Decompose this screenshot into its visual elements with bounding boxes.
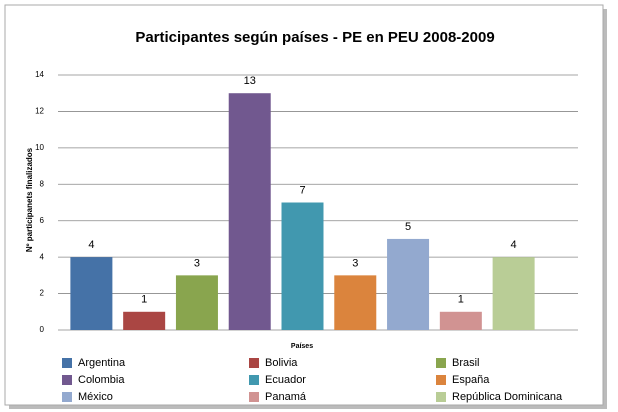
legend-label: Brasil [452, 357, 480, 369]
legend-swatch [436, 358, 446, 368]
legend-swatch [62, 358, 72, 368]
bar [175, 275, 218, 330]
bar [281, 202, 324, 330]
legend-swatch [436, 392, 446, 402]
legend-label: México [78, 391, 113, 403]
data-label: 7 [299, 184, 305, 196]
legend-label: Colombia [78, 374, 125, 386]
y-tick-label: 4 [40, 252, 45, 261]
legend-label: Argentina [78, 357, 126, 369]
legend-swatch [62, 375, 72, 385]
data-label: 3 [194, 257, 200, 269]
legend-swatch [436, 375, 446, 385]
data-label: 4 [88, 239, 94, 251]
legend-label: Ecuador [265, 374, 306, 386]
legend-label: República Dominicana [452, 391, 563, 403]
legend-swatch [249, 375, 259, 385]
bar [387, 238, 430, 330]
legend-swatch [249, 392, 259, 402]
y-tick-label: 0 [40, 325, 45, 334]
y-tick-label: 10 [35, 143, 44, 152]
bar [70, 257, 113, 330]
bar [228, 93, 271, 330]
data-label: 1 [141, 294, 147, 306]
data-label: 13 [244, 75, 256, 87]
bar [123, 311, 166, 330]
data-label: 3 [352, 257, 358, 269]
bar [439, 311, 482, 330]
x-axis-label: Países [291, 343, 313, 350]
legend-label: España [452, 374, 490, 386]
legend-label: Bolivia [265, 357, 298, 369]
y-tick-label: 14 [35, 70, 44, 79]
legend-label: Panamá [265, 391, 307, 403]
data-label: 4 [511, 239, 517, 251]
bar [334, 275, 377, 330]
chart-title: Participantes según países - PE en PEU 2… [135, 29, 494, 46]
legend-swatch [249, 358, 259, 368]
y-tick-label: 6 [40, 216, 45, 225]
y-tick-label: 8 [40, 179, 45, 188]
y-axis-label: Nº participanets finalizados [25, 147, 34, 252]
legend-swatch [62, 392, 72, 402]
y-tick-label: 2 [40, 289, 45, 298]
data-label: 1 [458, 294, 464, 306]
y-tick-label: 12 [35, 107, 44, 116]
data-label: 5 [405, 221, 411, 233]
bar [492, 257, 535, 330]
